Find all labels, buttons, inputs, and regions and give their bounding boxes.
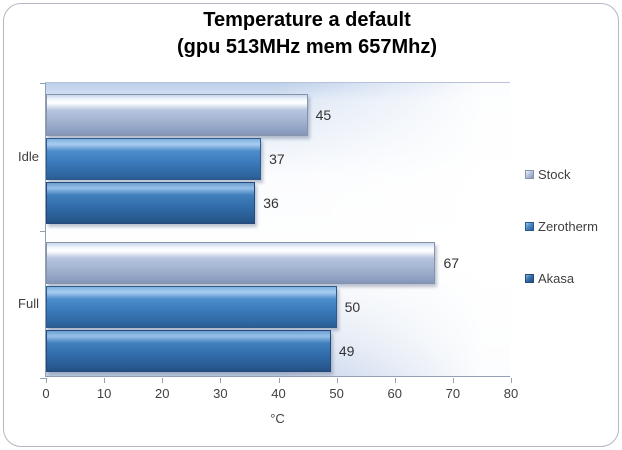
y-axis-tick [40, 83, 46, 84]
category-label-idle: Idle [18, 148, 39, 164]
y-axis-tick [40, 230, 46, 232]
x-axis-tick [46, 378, 47, 383]
x-tick-label-20: 20 [155, 386, 170, 401]
x-tick-label-0: 0 [42, 386, 50, 401]
chart-title-line2: (gpu 513MHz mem 657Mhz) [176, 36, 438, 58]
legend-label-akasa: Akasa [538, 271, 575, 286]
x-axis-tick [452, 378, 454, 383]
x-axis-tick [104, 378, 106, 383]
x-axis-title: °C [270, 411, 285, 426]
chart-title-line1: Temperature a default [203, 9, 411, 31]
x-axis-tick [162, 378, 164, 383]
legend: Stock Zerotherm Akasa [525, 167, 598, 324]
bar-full-stock [46, 241, 436, 284]
x-axis-tick [278, 378, 280, 383]
value-label-full-stock: 67 [443, 254, 460, 271]
legend-label-zerotherm: Zerotherm [538, 219, 598, 234]
value-label-idle-akasa: 36 [263, 195, 279, 211]
legend-marker-stock-icon [525, 170, 534, 179]
value-label-idle-stock: 45 [315, 107, 332, 123]
bar-idle-stock [46, 94, 308, 136]
x-tick-label-50: 50 [329, 386, 344, 401]
x-tick-label-40: 40 [271, 386, 286, 401]
legend-marker-zerotherm-icon [525, 222, 534, 231]
legend-marker-akasa-icon [525, 274, 534, 283]
y-axis-tick [40, 378, 46, 379]
bar-full-akasa [46, 329, 331, 372]
x-axis-tick [336, 378, 338, 383]
value-label-full-akasa: 49 [338, 342, 355, 359]
category-label-full: Full [18, 296, 39, 312]
x-tick-label-10: 10 [96, 386, 112, 401]
bar-idle-zerotherm [46, 138, 262, 180]
legend-item-zerotherm: Zerotherm [525, 219, 598, 234]
x-tick-label-30: 30 [213, 386, 228, 401]
value-label-idle-zerotherm: 37 [269, 151, 285, 167]
bar-full-zerotherm [46, 285, 337, 328]
chart-title: Temperature a default (gpu 513MHz mem 65… [0, 7, 614, 61]
legend-item-stock: Stock [525, 167, 598, 182]
bar-idle-akasa [46, 182, 256, 224]
legend-label-stock: Stock [538, 167, 571, 182]
plot-area: Idle 45 37 36 Full 67 50 49 0 10 20 30 40 50 60 70 80 [18, 82, 518, 401]
x-tick-label-70: 70 [445, 386, 461, 401]
value-label-full-zerotherm: 50 [344, 298, 361, 315]
x-tick-label-80: 80 [503, 386, 519, 401]
legend-item-akasa: Akasa [525, 271, 598, 286]
x-tick-label-60: 60 [387, 386, 402, 401]
x-axis-tick [394, 378, 396, 383]
x-axis-tick [220, 378, 222, 383]
x-axis-tick [511, 378, 512, 383]
